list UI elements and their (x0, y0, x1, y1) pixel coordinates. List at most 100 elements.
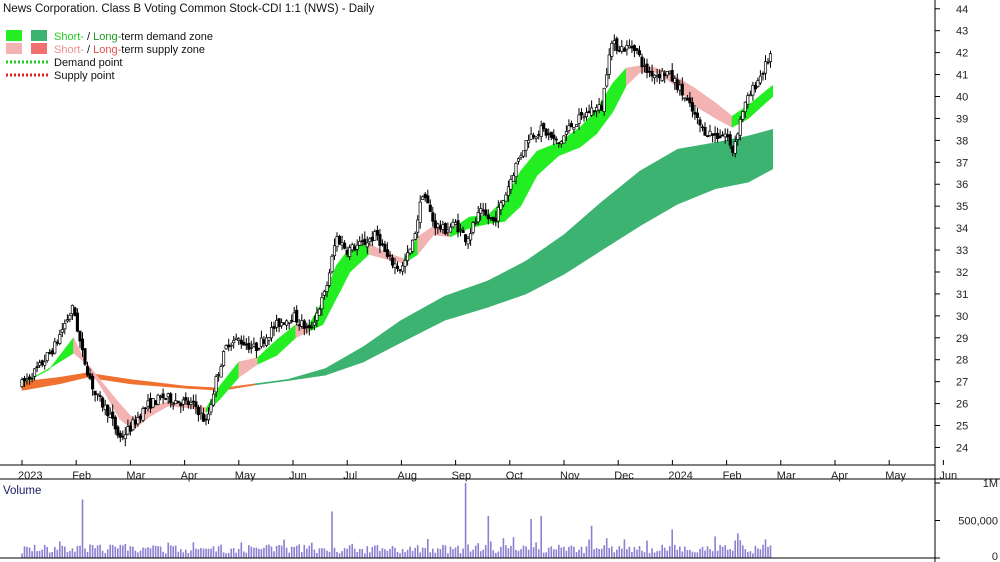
candle-body (380, 243, 384, 246)
candle-body (131, 419, 135, 431)
volume-bar (89, 544, 91, 558)
candle (50, 347, 54, 357)
candle (118, 430, 122, 443)
candle (390, 254, 395, 269)
volume-bar (174, 545, 177, 558)
candle-body (171, 403, 175, 406)
volume-bar (568, 546, 570, 558)
volume-bar (674, 544, 676, 558)
volume-bar (258, 548, 260, 558)
volume-bar (739, 540, 742, 558)
candle (426, 189, 430, 204)
y-tick-label: 37 (956, 157, 968, 169)
volume-bar (79, 545, 81, 558)
volume-bar (414, 547, 416, 558)
volume-bar (467, 544, 469, 558)
volume-bar (437, 548, 439, 558)
candle-body (154, 400, 158, 406)
candle (340, 235, 344, 250)
candle-body (282, 322, 286, 325)
volume-tick-label: 0 (992, 551, 998, 562)
volume-bar (605, 538, 608, 558)
volume-bar (389, 549, 391, 558)
candle (406, 245, 410, 266)
short-term-zone-supply-segment (417, 225, 435, 256)
candle-body (557, 142, 561, 145)
volume-bar (358, 548, 361, 558)
volume-bar (507, 548, 510, 558)
x-tick-label: Jun (289, 470, 307, 482)
candle (111, 404, 115, 426)
candle (443, 222, 447, 236)
candle-body (416, 219, 420, 233)
candle (108, 407, 112, 418)
candle-body (68, 315, 72, 320)
candle (516, 157, 521, 165)
volume-bar (706, 546, 709, 558)
candle-body (53, 341, 57, 354)
volume-bar (318, 548, 321, 558)
candle-body (574, 124, 579, 127)
candle-body (635, 48, 639, 51)
candle (292, 306, 296, 322)
candle-body (516, 158, 521, 162)
candle-body (610, 42, 614, 57)
candle-body (108, 413, 112, 418)
volume-bar (172, 546, 174, 558)
candle-body (242, 341, 246, 346)
long-term-zone-demand-segment (525, 234, 565, 295)
candle (65, 314, 69, 323)
candle-body (360, 240, 364, 243)
candle-body (20, 379, 24, 387)
volume-bar (477, 543, 479, 558)
volume-bar (616, 549, 618, 558)
volume-bar (406, 549, 409, 558)
volume-bar (321, 548, 323, 558)
candle-body (370, 237, 374, 242)
candle (113, 415, 117, 435)
candle (259, 330, 263, 349)
volume-bar (356, 552, 358, 558)
candle (380, 239, 384, 247)
legend-long-demand-swatch (31, 30, 47, 41)
candle-body (768, 53, 773, 62)
candle-body (73, 307, 77, 317)
candle-body (690, 102, 694, 112)
candle (461, 226, 465, 233)
long-term-zone-demand-segment (325, 346, 364, 376)
candle-body (547, 133, 551, 136)
candle-body (103, 404, 107, 411)
volume-bar (243, 551, 245, 558)
candle (20, 377, 24, 389)
candle (196, 404, 200, 422)
candle (395, 261, 400, 272)
volume-bar (96, 545, 99, 558)
candle-body (660, 70, 664, 81)
candle-body (50, 350, 54, 355)
candle-body (716, 132, 720, 140)
volume-bar (270, 546, 273, 558)
candle-body (625, 44, 629, 50)
volume-bar (600, 548, 603, 558)
volume-bar (283, 539, 285, 558)
volume-bar (147, 547, 149, 558)
candle-body (116, 426, 120, 436)
candle-body (332, 245, 337, 257)
candle-body (685, 98, 689, 101)
volume-bar (737, 533, 739, 559)
volume-bar (230, 548, 232, 558)
short-term-zone-demand-segment (336, 247, 351, 299)
candle-body (406, 252, 410, 261)
candle-body (532, 135, 536, 138)
short-term-zone-supply-segment (625, 65, 641, 87)
y-tick-label: 38 (956, 135, 968, 147)
y-tick-label: 40 (956, 92, 968, 104)
volume-bar (394, 547, 396, 558)
volume-bar (404, 552, 406, 558)
candle-body (60, 329, 64, 333)
candle-body (721, 134, 725, 137)
candle-body (375, 230, 379, 236)
candle-body (269, 327, 274, 339)
volume-bar (490, 541, 492, 558)
candle-body (209, 404, 213, 413)
